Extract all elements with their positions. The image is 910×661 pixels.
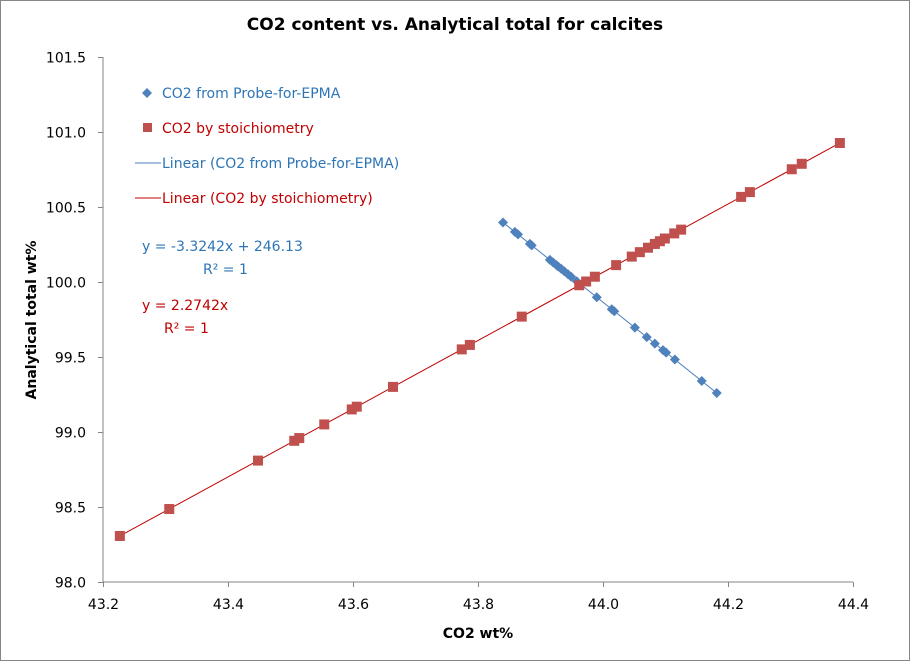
- data-point-stoich: [786, 164, 797, 175]
- probe-r2: R² = 1: [203, 262, 248, 278]
- data-point-probe: [513, 229, 523, 240]
- data-points: [114, 137, 845, 541]
- data-point-stoich: [581, 276, 592, 287]
- x-axis-title: CO2 wt%: [443, 626, 513, 642]
- data-point-stoich: [574, 280, 585, 291]
- chart-title: CO2 content vs. Analytical total for cal…: [247, 15, 663, 35]
- data-point-probe: [609, 306, 620, 317]
- data-point-stoich: [319, 419, 330, 430]
- data-point-stoich: [164, 504, 175, 515]
- data-point-probe: [566, 271, 577, 282]
- y-tick-label: 101.0: [46, 126, 86, 142]
- legend-item-stoich-trend: Linear (CO2 by stoichiometry): [135, 191, 373, 207]
- y-tick-label: 98.5: [55, 501, 86, 517]
- stoich-r2: R² = 1: [164, 321, 209, 337]
- y-tick-label: 98.0: [55, 576, 86, 592]
- legend-item-stoich: CO2 by stoichiometry: [143, 121, 314, 137]
- axes: 98.0 98.5 99.0 99.5 100.0 100.5 101.0 101.5 43.2…: [46, 51, 869, 614]
- x-tick-label: 43.2: [88, 597, 119, 613]
- diamond-marker-icon: [142, 88, 152, 98]
- trendline-stoich: [119, 142, 841, 537]
- data-point-probe: [696, 376, 707, 387]
- square-marker-icon: [143, 123, 152, 132]
- legend-item-probe-trend: Linear (CO2 from Probe-for-EPMA): [135, 156, 399, 172]
- y-tick-label: 100.5: [46, 201, 86, 217]
- data-point-stoich: [589, 271, 600, 282]
- legend-label-probe: CO2 from Probe-for-EPMA: [162, 86, 341, 102]
- data-point-stoich: [659, 233, 670, 244]
- legend-label-probe-trend: Linear (CO2 from Probe-for-EPMA): [162, 156, 399, 172]
- data-point-stoich: [253, 455, 263, 466]
- data-point-stoich: [294, 433, 305, 444]
- x-tick-label: 43.6: [338, 597, 369, 613]
- probe-equation: y = -3.3242x + 246.13: [142, 239, 303, 255]
- data-point-stoich: [643, 242, 653, 253]
- x-tick-label: 44.4: [838, 597, 869, 613]
- data-point-stoich: [834, 137, 845, 148]
- data-point-stoich: [744, 187, 755, 198]
- data-point-stoich: [456, 344, 467, 355]
- data-point-stoich: [634, 247, 645, 258]
- x-tick-label: 44.0: [588, 597, 619, 613]
- data-point-probe: [649, 338, 660, 349]
- legend-item-probe: CO2 from Probe-for-EPMA: [142, 86, 341, 102]
- y-tick-label: 99.5: [55, 351, 86, 367]
- x-tick-label: 43.4: [213, 597, 244, 613]
- data-point-probe: [661, 347, 672, 358]
- stoich-equation: y = 2.2742x: [142, 298, 228, 314]
- data-point-probe: [526, 240, 537, 251]
- legend-label-stoich-trend: Linear (CO2 by stoichiometry): [162, 191, 373, 207]
- data-point-stoich: [676, 224, 687, 235]
- data-point-probe: [629, 322, 640, 333]
- data-point-stoich: [796, 158, 807, 169]
- trendline-equations: y = -3.3242x + 246.13 R² = 1 y = 2.2742x…: [142, 239, 303, 337]
- data-point-stoich: [669, 228, 680, 239]
- data-point-stoich: [736, 191, 747, 202]
- y-tick-label: 99.0: [55, 426, 86, 442]
- data-point-stoich: [626, 251, 637, 262]
- y-tick-label: 101.5: [46, 51, 86, 67]
- data-point-stoich: [351, 401, 362, 412]
- data-point-stoich: [611, 260, 622, 271]
- legend: CO2 from Probe-for-EPMA CO2 by stoichiom…: [135, 86, 399, 207]
- y-axis-title: Analytical total wt%: [24, 241, 40, 400]
- data-point-stoich: [464, 339, 475, 350]
- legend-label-stoich: CO2 by stoichiometry: [162, 121, 314, 137]
- data-point-probe: [641, 332, 652, 343]
- data-point-stoich: [388, 381, 398, 392]
- data-point-stoich: [114, 530, 125, 541]
- data-point-probe: [591, 292, 602, 303]
- x-tick-label: 44.2: [713, 597, 744, 613]
- y-tick-label: 100.0: [46, 276, 86, 292]
- x-tick-label: 43.8: [463, 597, 494, 613]
- data-point-probe: [669, 354, 680, 365]
- data-point-probe: [498, 217, 508, 228]
- data-point-stoich: [516, 311, 527, 322]
- data-point-probe: [711, 387, 722, 398]
